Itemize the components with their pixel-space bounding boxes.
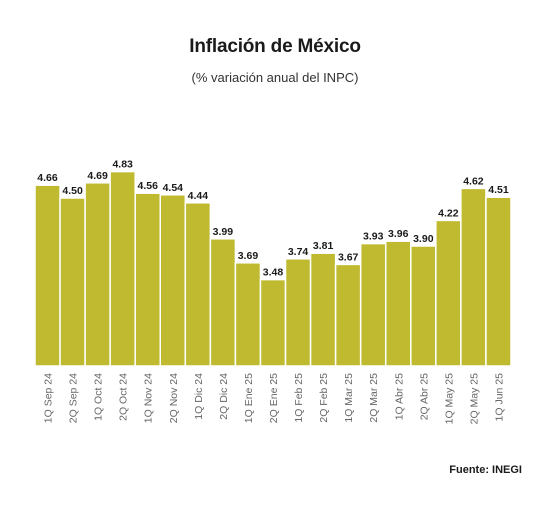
source-note: Fuente: INEGI <box>449 464 522 476</box>
bar-3 <box>109 170 136 367</box>
tick-label-4: 1Q Nov 24 <box>143 373 155 423</box>
tick-label-8: 1Q Ene 25 <box>243 373 255 423</box>
tick-label-10: 1Q Feb 25 <box>293 373 305 423</box>
bar-10 <box>284 258 312 367</box>
chart-title: Inflación de México <box>189 36 361 57</box>
value-label-8: 3.69 <box>238 250 259 262</box>
tick-label-18: 1Q Jun 25 <box>493 373 505 422</box>
value-label-4: 4.56 <box>138 180 159 192</box>
value-label-15: 3.90 <box>413 233 434 245</box>
tick-label-9: 2Q Ene 25 <box>268 373 280 423</box>
value-label-14: 3.96 <box>388 228 409 240</box>
bar-15 <box>410 245 437 367</box>
tick-label-0: 1Q Sep 24 <box>43 373 55 423</box>
tick-label-12: 1Q Mar 25 <box>343 373 355 423</box>
bar-6 <box>184 202 212 367</box>
bar-11 <box>309 252 337 367</box>
value-label-1: 4.50 <box>62 185 83 197</box>
value-label-16: 4.22 <box>438 207 459 219</box>
bar-4 <box>134 192 162 367</box>
bars-group <box>34 170 512 367</box>
tick-label-13: 2Q Mar 25 <box>368 373 380 423</box>
value-label-11: 3.81 <box>313 240 334 252</box>
tick-labels-group: 1Q Sep 24 2Q Sep 24 1Q Oct 24 2Q Oct 24 1Q N… <box>43 373 506 425</box>
value-label-6: 4.44 <box>188 190 209 202</box>
tick-label-2: 1Q Oct 24 <box>93 373 105 421</box>
bar-7 <box>209 238 237 367</box>
value-label-7: 3.99 <box>213 226 234 238</box>
bar-17 <box>460 187 487 367</box>
bar-12 <box>334 263 362 367</box>
value-label-12: 3.67 <box>338 251 359 263</box>
tick-label-16: 1Q May 25 <box>443 373 455 425</box>
value-label-10: 3.74 <box>288 246 309 258</box>
value-label-18: 4.51 <box>488 184 509 196</box>
bar-0 <box>34 184 61 367</box>
value-label-3: 4.83 <box>112 159 133 171</box>
tick-label-7: 2Q Dic 24 <box>218 373 230 420</box>
bar-1 <box>59 197 86 367</box>
value-label-0: 4.66 <box>37 172 58 184</box>
tick-label-3: 2Q Oct 24 <box>118 373 130 421</box>
value-labels-group: 4.66 4.50 4.69 4.83 4.56 4.54 4.44 3.99 3.69 3.48… <box>37 159 509 279</box>
bar-8 <box>234 262 262 367</box>
tick-label-6: 1Q Dic 24 <box>193 373 205 420</box>
bar-14 <box>384 240 412 367</box>
bar-13 <box>359 242 387 367</box>
tick-label-5: 2Q Nov 24 <box>168 373 180 423</box>
bar-16 <box>435 219 462 367</box>
bar-9 <box>259 278 287 367</box>
tick-label-14: 1Q Abr 25 <box>393 373 405 420</box>
value-label-9: 3.48 <box>263 267 284 279</box>
tick-label-1: 2Q Sep 24 <box>68 373 80 423</box>
value-label-13: 3.93 <box>363 231 384 243</box>
tick-label-11: 2Q Feb 25 <box>318 373 330 423</box>
value-label-17: 4.62 <box>463 175 484 187</box>
tick-label-17: 2Q May 25 <box>468 373 480 425</box>
value-label-2: 4.69 <box>87 170 108 182</box>
bar-5 <box>159 194 187 367</box>
bar-18 <box>485 196 512 367</box>
chart-subtitle: (% variación anual del INPC) <box>191 70 359 85</box>
tick-label-15: 2Q Abr 25 <box>418 373 430 420</box>
bar-2 <box>84 182 111 367</box>
value-label-5: 4.54 <box>163 182 184 194</box>
